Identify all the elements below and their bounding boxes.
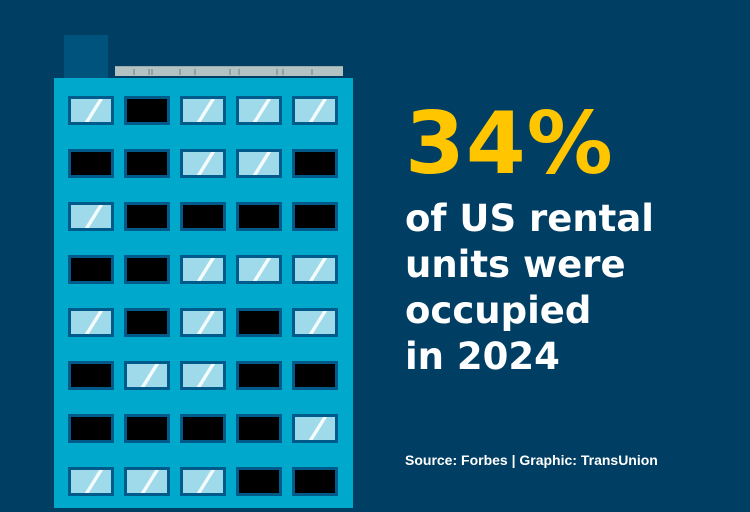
window-grid: [68, 96, 338, 512]
occupied-window: [180, 361, 226, 390]
vacant-window: [124, 149, 170, 178]
occupied-window: [180, 149, 226, 178]
occupied-window: [68, 96, 114, 125]
vacant-window: [292, 149, 338, 178]
occupied-window: [180, 467, 226, 496]
headline-percentage: 34%: [405, 94, 614, 194]
statement-line: in 2024: [405, 335, 560, 378]
roof-rail: [115, 66, 343, 76]
occupied-window: [124, 467, 170, 496]
apartment-building-illustration: [54, 78, 353, 508]
vacant-window: [68, 414, 114, 443]
vacant-window: [236, 202, 282, 231]
vacant-window: [236, 414, 282, 443]
vacant-window: [236, 467, 282, 496]
occupied-window: [292, 255, 338, 284]
vacant-window: [124, 202, 170, 231]
vacant-window: [180, 202, 226, 231]
statement-line: occupied: [405, 289, 592, 332]
vacant-window: [124, 308, 170, 337]
occupied-window: [68, 202, 114, 231]
vacant-window: [236, 308, 282, 337]
occupied-window: [292, 308, 338, 337]
vacant-window: [68, 255, 114, 284]
occupied-window: [292, 414, 338, 443]
vacant-window: [124, 96, 170, 125]
vacant-window: [292, 361, 338, 390]
vacant-window: [68, 149, 114, 178]
occupied-window: [180, 308, 226, 337]
rooftop-block: [64, 35, 108, 80]
vacant-window: [124, 414, 170, 443]
occupied-window: [236, 96, 282, 125]
occupied-window: [68, 467, 114, 496]
occupied-window: [180, 96, 226, 125]
occupied-window: [124, 361, 170, 390]
vacant-window: [292, 202, 338, 231]
statement-line: of US rental: [405, 197, 654, 240]
occupied-window: [68, 308, 114, 337]
vacant-window: [236, 361, 282, 390]
statement-line: units were: [405, 243, 626, 286]
statement-text: of US rental units were occupied in 2024: [405, 196, 654, 380]
occupied-window: [236, 255, 282, 284]
vacant-window: [180, 414, 226, 443]
source-credit: Source: Forbes | Graphic: TransUnion: [405, 452, 658, 468]
occupied-window: [236, 149, 282, 178]
vacant-window: [124, 255, 170, 284]
occupied-window: [180, 255, 226, 284]
vacant-window: [68, 361, 114, 390]
vacant-window: [292, 467, 338, 496]
occupied-window: [292, 96, 338, 125]
